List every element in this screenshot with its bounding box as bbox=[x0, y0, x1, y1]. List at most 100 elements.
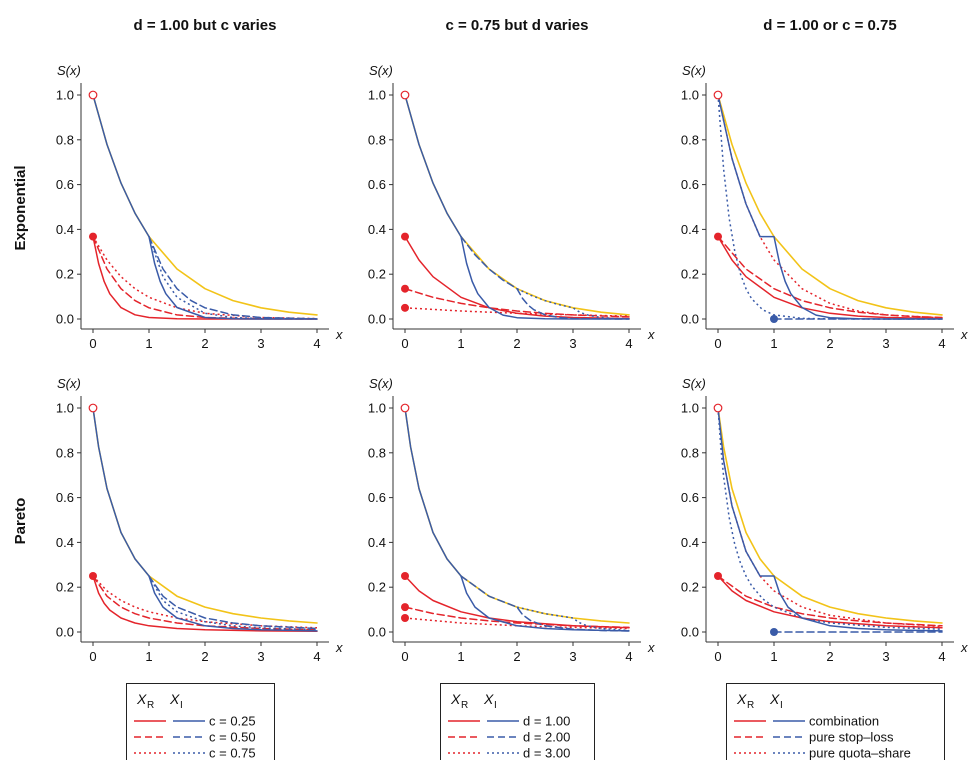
x-tick-label: 1 bbox=[145, 336, 152, 351]
y-axis-label: S(x) bbox=[369, 376, 393, 391]
x-tick-label: 4 bbox=[313, 336, 320, 351]
y-tick-label: 1.0 bbox=[368, 88, 386, 103]
x-axis-label: x bbox=[960, 327, 968, 342]
legend-header-xr: X bbox=[450, 691, 461, 707]
y-tick-label: 0.2 bbox=[56, 267, 74, 282]
legend-entry-label: d = 1.00 bbox=[523, 714, 570, 729]
x-tick-label: 1 bbox=[457, 336, 464, 351]
legend-header-xr-sub: R bbox=[747, 700, 754, 711]
series-line-xr-dashed bbox=[717, 575, 943, 627]
legend-row: X R X Ic = 0.25c = 0.50c = 0.75X R X Id = 1.00… bbox=[126, 683, 945, 760]
series-line-xi-dashed bbox=[460, 575, 630, 632]
series-line-survival-solid bbox=[404, 94, 630, 316]
y-tick-label: 0.2 bbox=[681, 267, 699, 282]
legend-header-xi-sub: I bbox=[180, 700, 183, 711]
series-line-xi-solid bbox=[717, 94, 943, 320]
open-point-marker bbox=[713, 403, 723, 413]
series-line-xr-dotted bbox=[717, 407, 943, 628]
y-tick-label: 0.8 bbox=[56, 132, 74, 147]
filled-point-marker bbox=[770, 315, 778, 323]
x-tick-label: 0 bbox=[401, 336, 408, 351]
legend-header-xr-sub: R bbox=[461, 700, 468, 711]
series-line-xr-solid bbox=[92, 575, 318, 633]
column-title-2: c = 0.75 but d varies bbox=[446, 17, 589, 34]
x-axis-label: x bbox=[647, 640, 655, 655]
series-line-xr-dashed bbox=[404, 606, 630, 629]
y-tick-label: 0.0 bbox=[681, 625, 699, 640]
legend-1: X R X Ic = 0.25c = 0.50c = 0.75 bbox=[126, 683, 275, 760]
series-line-survival-solid bbox=[92, 407, 318, 624]
x-tick-label: 0 bbox=[401, 649, 408, 664]
y-tick-label: 0.2 bbox=[56, 580, 74, 595]
series-line-xi-solid bbox=[404, 94, 630, 320]
x-tick-label: 2 bbox=[201, 649, 208, 664]
panel-6: 0 1 2 3 4 0.0 0.2 0.4 0.6 0.8 1.0 S(x) x bbox=[681, 376, 968, 664]
panel-1: 0 1 2 3 4 0.0 0.2 0.4 0.6 0.8 1.0 S(x) x bbox=[56, 63, 343, 351]
y-tick-label: 1.0 bbox=[56, 88, 74, 103]
series-line-xr-solid bbox=[717, 575, 943, 629]
x-tick-label: 1 bbox=[770, 336, 777, 351]
legend-header-xi: X bbox=[169, 691, 180, 707]
filled-point-marker bbox=[401, 614, 409, 622]
x-tick-label: 3 bbox=[882, 649, 889, 664]
y-tick-label: 0.0 bbox=[56, 625, 74, 640]
series-line-survival-solid bbox=[404, 407, 630, 624]
x-tick-label: 0 bbox=[714, 336, 721, 351]
series-line-xi-solid bbox=[92, 407, 318, 632]
open-point-marker bbox=[88, 403, 98, 413]
y-tick-label: 0.4 bbox=[368, 535, 386, 550]
y-tick-label: 0.4 bbox=[368, 222, 386, 237]
filled-point-marker bbox=[401, 232, 409, 241]
series-line-xr-dotted bbox=[92, 575, 318, 629]
series-line-xi-dotted bbox=[717, 94, 942, 320]
series-line-xr-solid bbox=[404, 235, 630, 320]
y-tick-label: 0.4 bbox=[681, 222, 699, 237]
x-tick-label: 1 bbox=[457, 649, 464, 664]
y-tick-label: 0.8 bbox=[681, 132, 699, 147]
x-tick-label: 2 bbox=[513, 336, 520, 351]
series-line-xr-dotted bbox=[404, 617, 630, 630]
filled-point-marker bbox=[401, 284, 409, 293]
legend-entry-label: pure stop–loss bbox=[809, 730, 894, 745]
legend-header-xi-sub: I bbox=[780, 700, 783, 711]
x-tick-label: 3 bbox=[569, 649, 576, 664]
x-tick-label: 4 bbox=[625, 336, 632, 351]
open-point-marker bbox=[400, 403, 410, 413]
y-tick-label: 0.4 bbox=[56, 535, 74, 550]
filled-point-marker bbox=[89, 232, 97, 241]
panel-4: 0 1 2 3 4 0.0 0.2 0.4 0.6 0.8 1.0 S(x) x bbox=[56, 376, 343, 664]
y-tick-label: 0.6 bbox=[56, 177, 74, 192]
panel-3: 0 1 2 3 4 0.0 0.2 0.4 0.6 0.8 1.0 S(x) x bbox=[681, 63, 968, 351]
x-tick-label: 0 bbox=[89, 649, 96, 664]
y-tick-label: 0.0 bbox=[56, 312, 74, 327]
open-point-marker bbox=[400, 90, 410, 100]
column-title-3: d = 1.00 or c = 0.75 bbox=[763, 17, 896, 34]
series-line-xr-solid bbox=[717, 235, 943, 320]
y-tick-label: 0.8 bbox=[368, 132, 386, 147]
series-line-xi-dashed bbox=[460, 235, 630, 320]
y-tick-label: 0.4 bbox=[681, 535, 699, 550]
x-tick-label: 3 bbox=[257, 336, 264, 351]
legend-header-xi: X bbox=[769, 691, 780, 707]
legend-entry-label: combination bbox=[809, 714, 879, 729]
y-tick-label: 0.8 bbox=[368, 445, 386, 460]
filled-point-marker bbox=[714, 232, 722, 241]
y-tick-label: 0.0 bbox=[368, 625, 386, 640]
x-tick-label: 3 bbox=[882, 336, 889, 351]
legend-header-xi: X bbox=[483, 691, 494, 707]
legend-header-xr-sub: R bbox=[147, 700, 154, 711]
legend-entry-label: c = 0.50 bbox=[209, 730, 256, 745]
y-tick-label: 0.6 bbox=[56, 490, 74, 505]
y-tick-label: 0.2 bbox=[368, 267, 386, 282]
panel-5: 0 1 2 3 4 0.0 0.2 0.4 0.6 0.8 1.0 S(x) x bbox=[368, 376, 655, 664]
row-label-exponential: Exponential bbox=[12, 165, 29, 250]
x-tick-label: 0 bbox=[89, 336, 96, 351]
y-tick-label: 0.6 bbox=[368, 177, 386, 192]
x-tick-label: 1 bbox=[145, 649, 152, 664]
y-axis-label: S(x) bbox=[57, 376, 81, 391]
x-tick-label: 3 bbox=[569, 336, 576, 351]
panel-grid: 0 1 2 3 40.00.20.40.60.81.0S(x)x0 1 2 3 40.00.20… bbox=[56, 63, 968, 664]
row-label-pareto: Pareto bbox=[12, 498, 29, 545]
